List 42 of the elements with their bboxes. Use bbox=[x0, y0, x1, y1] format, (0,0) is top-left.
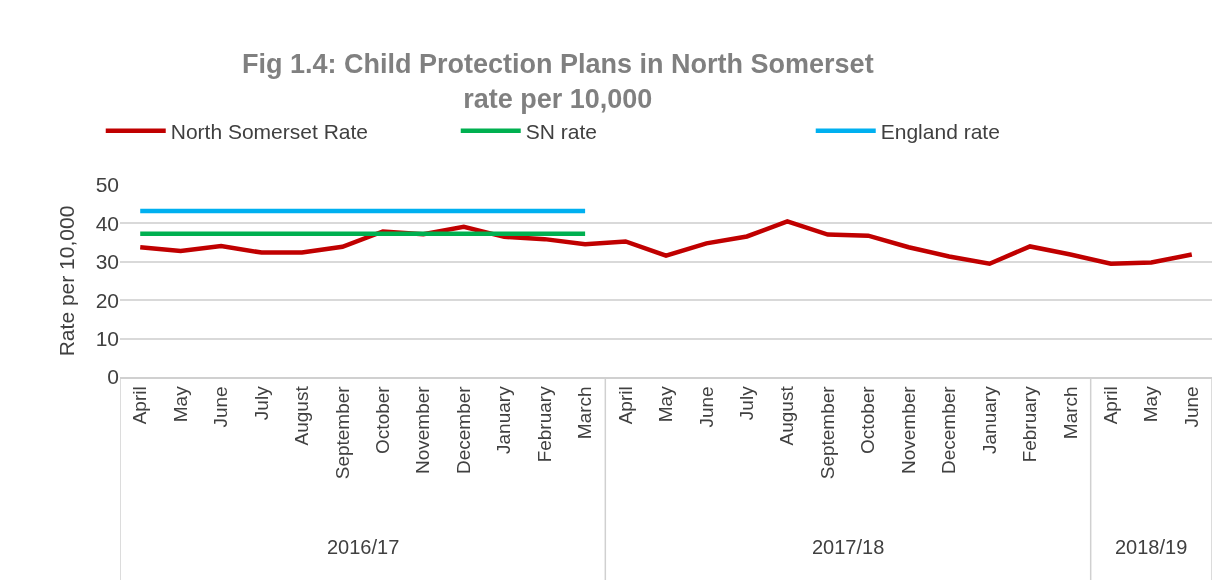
x-tick-label: January bbox=[493, 385, 515, 454]
chart-title: Fig 1.4: Child Protection Plans in North Somerset rate per 10,000 bbox=[242, 49, 874, 115]
text: 2016/17 bbox=[327, 536, 400, 558]
x-tick-label: October bbox=[372, 385, 394, 454]
x-tick-label: December bbox=[452, 385, 474, 475]
y-tick-label: 10 bbox=[95, 326, 119, 350]
x-tick-label: September bbox=[331, 385, 353, 480]
legend-label: SN rate bbox=[525, 119, 597, 143]
y-tick-label: 50 bbox=[95, 173, 119, 197]
legend-label: England rate bbox=[880, 119, 1000, 143]
x-tick-label: November bbox=[897, 385, 919, 475]
y-tick-label: 30 bbox=[95, 250, 119, 274]
x-tick-label: July bbox=[736, 385, 758, 421]
x-tick-label: November bbox=[412, 385, 434, 475]
y-tick-label: 40 bbox=[95, 211, 119, 235]
x-tick-label: June bbox=[1180, 386, 1202, 428]
x-tick-label: June bbox=[210, 386, 232, 428]
x-tick-label: May bbox=[169, 385, 191, 423]
x-tick-label: February bbox=[1019, 385, 1041, 463]
x-tick-label: March bbox=[574, 386, 596, 440]
x-tick-label: March bbox=[1059, 386, 1081, 440]
y-tick-label: 20 bbox=[95, 288, 119, 312]
x-tick-label: February bbox=[533, 385, 555, 463]
x-tick-label: August bbox=[291, 385, 313, 446]
text: 2018/19 bbox=[1115, 536, 1188, 558]
x-tick-label: April bbox=[1100, 386, 1122, 425]
x-tick-label: October bbox=[857, 385, 879, 454]
x-tick-label: May bbox=[1140, 385, 1162, 423]
x-tick-label: December bbox=[938, 385, 960, 475]
x-tick-label: April bbox=[614, 386, 636, 425]
y-tick-label: 0 bbox=[107, 365, 119, 389]
line-series bbox=[137, 219, 1195, 266]
x-tick-label: June bbox=[695, 386, 717, 428]
x-tick-label: August bbox=[776, 385, 798, 446]
text: 2017/18 bbox=[812, 536, 885, 558]
x-tick-label: May bbox=[655, 385, 677, 423]
legend-label: North Somerset Rate bbox=[170, 119, 368, 143]
x-tick-label: April bbox=[129, 386, 151, 425]
x-tick-label: September bbox=[816, 385, 838, 480]
x-tick-label: January bbox=[978, 385, 1000, 454]
x-tick-label: July bbox=[250, 385, 272, 421]
y-axis-title: Rate per 10,000 bbox=[54, 205, 78, 357]
